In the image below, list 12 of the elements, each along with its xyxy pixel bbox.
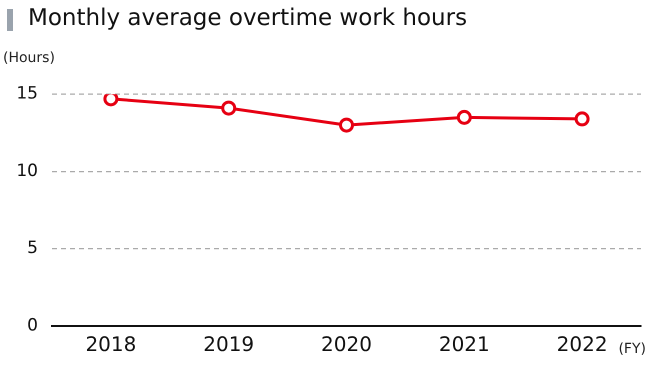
x-tick-label: 2019 [203,332,254,356]
chart-title: Monthly average overtime work hours [28,5,468,31]
y-tick-label: 10 [16,160,38,181]
x-axis-title: (FY) [618,341,646,357]
x-tick-label: 2018 [85,332,136,356]
y-tick-label: 15 [16,84,38,104]
y-tick-label: 0 [27,315,38,336]
x-tick-label: 2020 [321,332,372,356]
x-tick-label: 2022 [556,332,608,356]
y-axis-title: (Hours) [3,50,55,66]
x-tick-label: 2021 [438,332,490,356]
y-tick-label: 5 [27,238,38,258]
